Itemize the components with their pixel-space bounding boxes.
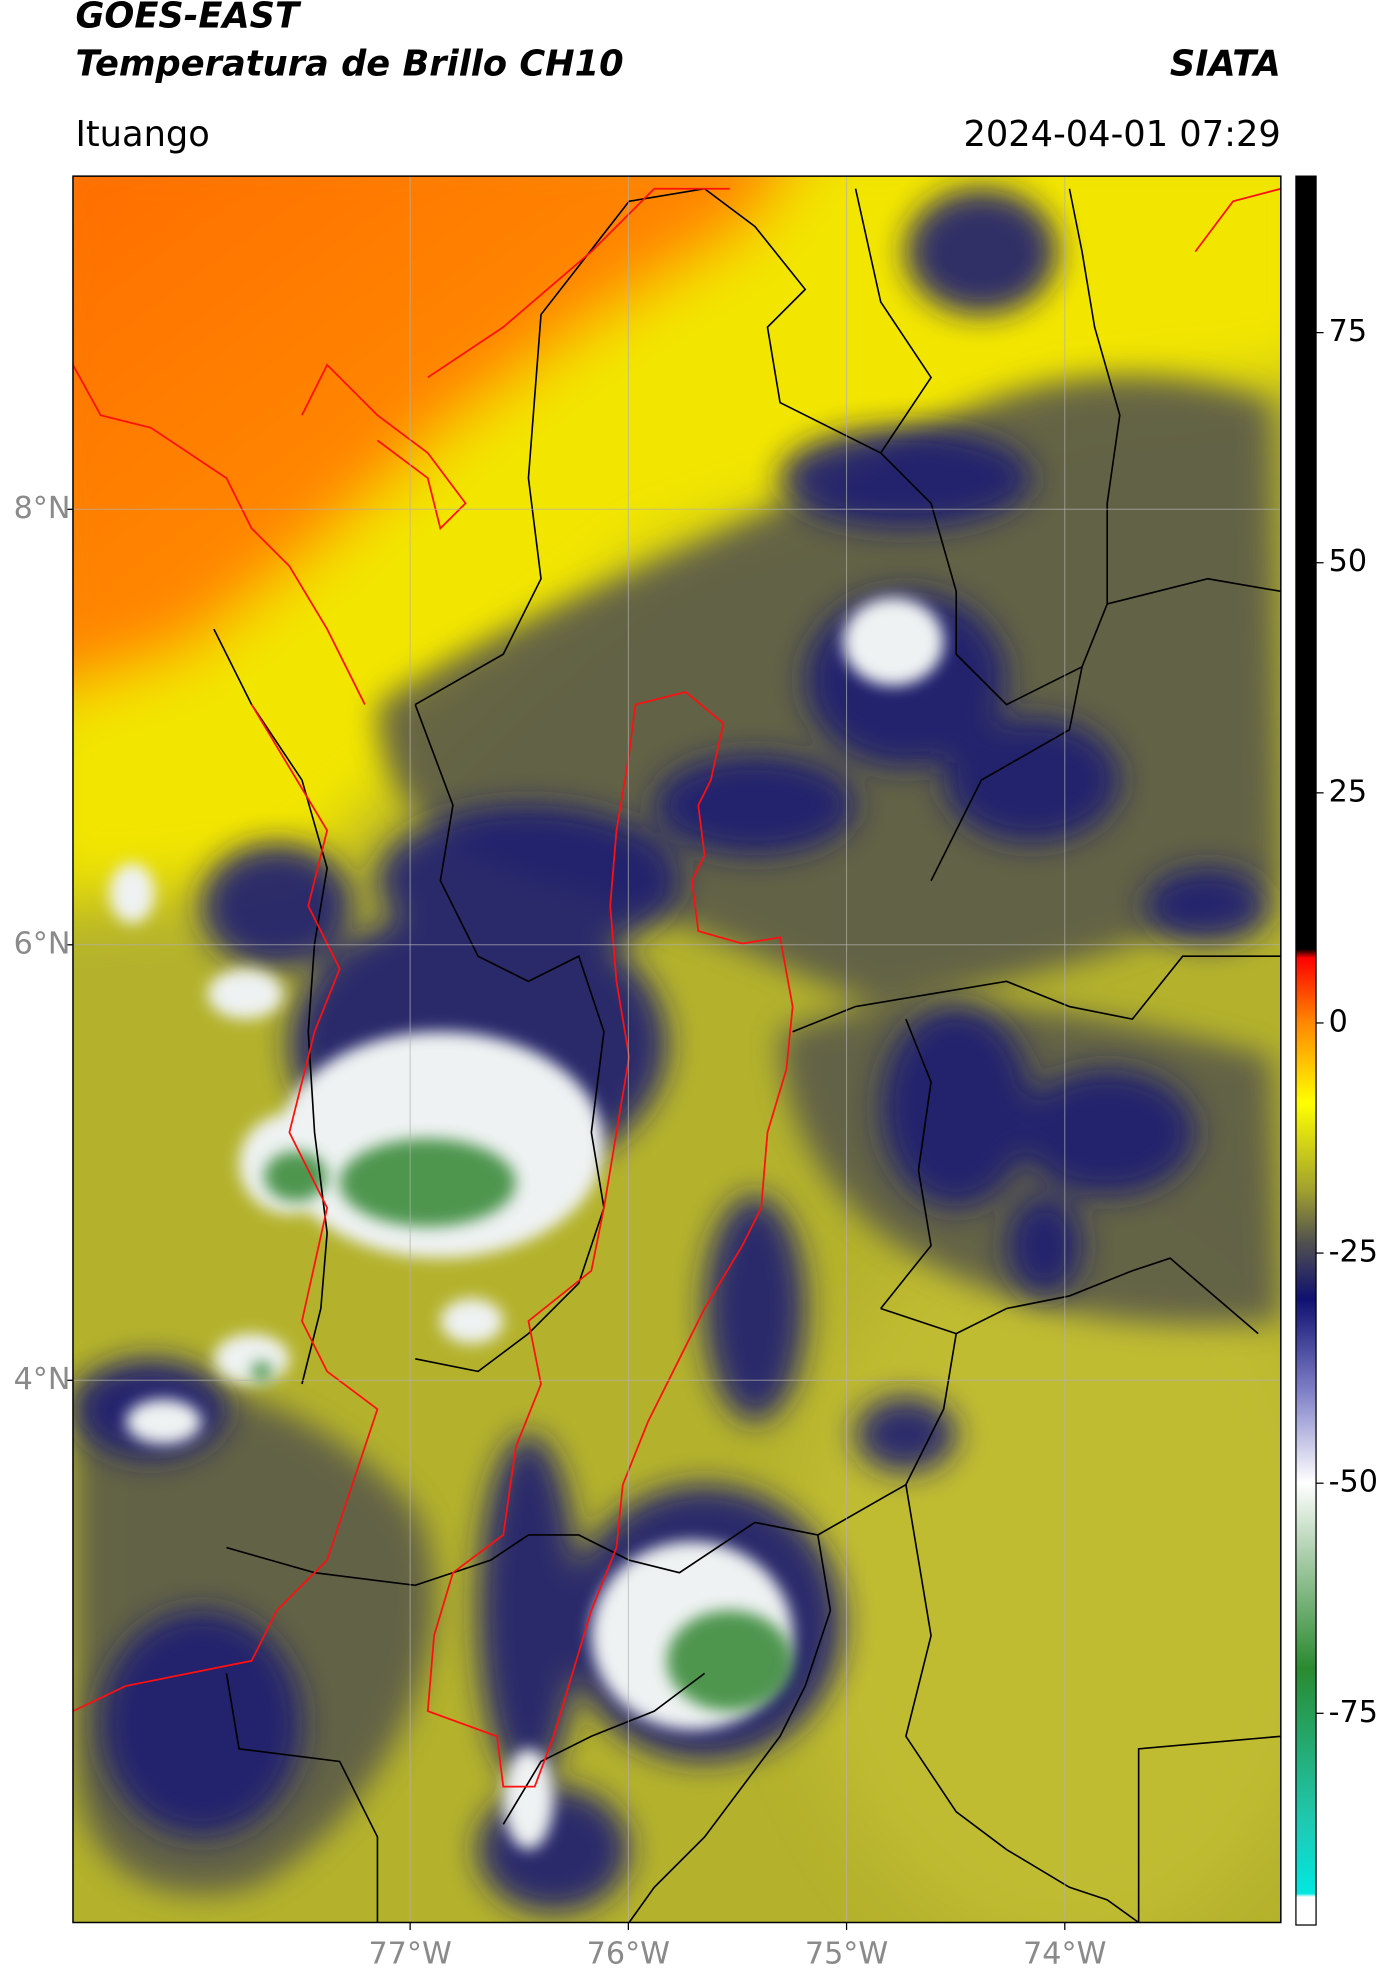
satellite-image — [72, 176, 1281, 1923]
title: GOES-EAST — [75, 0, 302, 37]
colorbar-tick-label: 50 — [1329, 544, 1367, 579]
colorbar-tick-label: 25 — [1329, 774, 1367, 809]
colorbar-tick-label: -25 — [1329, 1235, 1378, 1270]
timestamp: 2024-04-01 07:29 — [963, 114, 1280, 155]
source: SIATA — [1170, 43, 1281, 84]
colorbar-tick-label: -50 — [1329, 1465, 1378, 1500]
x-tick-label: 74°W — [1023, 1937, 1106, 1972]
colorbar-tick-label: 75 — [1329, 314, 1367, 349]
y-tick-label: 8°N — [14, 491, 71, 526]
y-tick-label: 6°N — [14, 926, 71, 961]
x-tick-label: 77°W — [368, 1937, 451, 1972]
colorbar — [1295, 175, 1317, 1926]
subtitle: Temperatura de Brillo CH10 — [75, 43, 623, 84]
y-tick-label: 4°N — [14, 1362, 71, 1397]
x-tick-label: 76°W — [587, 1937, 670, 1972]
map-frame — [72, 175, 1282, 1924]
colorbar-tick-label: -75 — [1329, 1695, 1378, 1730]
colorbar-tick-label: 0 — [1329, 1004, 1348, 1039]
grid — [72, 176, 1281, 1923]
x-tick-label: 75°W — [805, 1937, 888, 1972]
region: Ituango — [75, 114, 209, 155]
